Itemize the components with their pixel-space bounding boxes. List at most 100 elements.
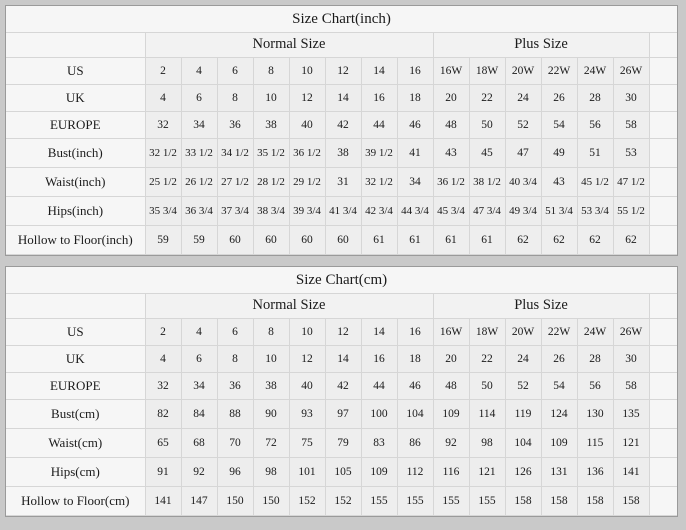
table-cell: 88 xyxy=(216,399,254,429)
table-cell: 61 xyxy=(432,225,470,255)
table-cell: 48 xyxy=(432,111,470,139)
table-cell: 84 xyxy=(180,399,218,429)
table-cell: 150 xyxy=(216,486,254,516)
table-cell: 47 1/2 xyxy=(612,167,650,197)
group-header-plus-size: Plus Size xyxy=(432,293,650,319)
table-cell: 104 xyxy=(504,428,542,458)
table-cell: 32 xyxy=(144,372,182,400)
table-row: Hips(cm) 91 92 96 98 101 105 109 112 116 121 126 131… xyxy=(6,457,677,487)
table-cell: 130 xyxy=(576,399,614,429)
row-pad xyxy=(648,457,677,487)
table-cell: 10 xyxy=(288,57,326,85)
table-cell: 61 xyxy=(360,225,398,255)
table-cell: 50 xyxy=(468,111,506,139)
table-cell: 60 xyxy=(216,225,254,255)
table-cell: 10 xyxy=(252,84,290,112)
table-cell: 30 xyxy=(612,84,650,112)
table-cell: 25 1/2 xyxy=(144,167,182,197)
table-cell: 37 3/4 xyxy=(216,196,254,226)
table-cell: 20W xyxy=(504,57,542,85)
table-cell: 14 xyxy=(360,57,398,85)
chart-title: Size Chart(cm) xyxy=(6,267,677,294)
table-cell: 82 xyxy=(144,399,182,429)
table-cell: 10 xyxy=(252,345,290,373)
table-cell: 147 xyxy=(180,486,218,516)
table-cell: 44 xyxy=(360,111,398,139)
table-row: UK 4 6 8 10 12 14 16 18 20 22 24 26 28 30 xyxy=(6,345,677,373)
table-cell: 39 3/4 xyxy=(288,196,326,226)
row-label: UK xyxy=(6,84,146,112)
table-cell: 59 xyxy=(180,225,218,255)
table-cell: 104 xyxy=(396,399,434,429)
table-cell: 45 3/4 xyxy=(432,196,470,226)
table-cell: 2 xyxy=(144,57,182,85)
table-cell: 24 xyxy=(504,345,542,373)
table-cell: 12 xyxy=(288,345,326,373)
table-cell: 86 xyxy=(396,428,434,458)
table-cell: 18W xyxy=(468,318,506,346)
table-cell: 45 xyxy=(468,138,506,168)
table-cell: 4 xyxy=(180,318,218,346)
table-cell: 72 xyxy=(252,428,290,458)
table-cell: 48 xyxy=(432,372,470,400)
table-cell: 92 xyxy=(432,428,470,458)
table-cell: 52 xyxy=(504,111,542,139)
table-cell: 24W xyxy=(576,57,614,85)
table-cell: 34 xyxy=(180,372,218,400)
table-cell: 42 xyxy=(324,111,362,139)
table-cell: 141 xyxy=(612,457,650,487)
row-label: Hips(inch) xyxy=(6,196,146,226)
table-cell: 119 xyxy=(504,399,542,429)
table-cell: 109 xyxy=(540,428,578,458)
table-cell: 53 3/4 xyxy=(576,196,614,226)
row-label: Waist(cm) xyxy=(6,428,146,458)
group-header-pad xyxy=(648,32,677,58)
row-pad xyxy=(648,428,677,458)
table-cell: 62 xyxy=(576,225,614,255)
table-cell: 29 1/2 xyxy=(288,167,326,197)
table-cell: 35 1/2 xyxy=(252,138,290,168)
row-pad xyxy=(648,167,677,197)
table-cell: 58 xyxy=(612,111,650,139)
table-cell: 24 xyxy=(504,84,542,112)
table-cell: 8 xyxy=(252,57,290,85)
group-header-pad xyxy=(648,293,677,319)
table-cell: 4 xyxy=(144,345,182,373)
table-cell: 26 xyxy=(540,345,578,373)
table-cell: 114 xyxy=(468,399,506,429)
table-cell: 6 xyxy=(216,318,254,346)
table-cell: 26W xyxy=(612,318,650,346)
table-row: Hollow to Floor(cm) 141 147 150 150 152 152 155… xyxy=(6,486,677,516)
table-cell: 100 xyxy=(360,399,398,429)
table-cell: 2 xyxy=(144,318,182,346)
table-cell: 92 xyxy=(180,457,218,487)
table-cell: 97 xyxy=(324,399,362,429)
row-pad xyxy=(648,372,677,400)
table-cell: 155 xyxy=(432,486,470,516)
table-cell: 28 xyxy=(576,84,614,112)
row-pad xyxy=(648,345,677,373)
table-cell: 44 xyxy=(360,372,398,400)
table-cell: 56 xyxy=(576,111,614,139)
row-label: US xyxy=(6,57,146,85)
table-cell: 6 xyxy=(180,84,218,112)
table-cell: 158 xyxy=(576,486,614,516)
table-row: Bust(inch) 32 1/2 33 1/2 34 1/2 35 1/2 36 1/2… xyxy=(6,138,677,168)
table-cell: 14 xyxy=(324,345,362,373)
table-cell: 141 xyxy=(144,486,182,516)
group-header-normal-size: Normal Size xyxy=(144,32,434,58)
row-pad xyxy=(648,57,677,85)
table-cell: 26W xyxy=(612,57,650,85)
table-cell: 40 xyxy=(288,372,326,400)
table-cell: 41 3/4 xyxy=(324,196,362,226)
table-cell: 32 xyxy=(144,111,182,139)
table-cell: 105 xyxy=(324,457,362,487)
table-cell: 33 1/2 xyxy=(180,138,218,168)
table-cell: 47 xyxy=(504,138,542,168)
table-cell: 60 xyxy=(324,225,362,255)
table-row: Bust(cm) 82 84 88 90 93 97 100 104 109 114 119 124 13… xyxy=(6,399,677,429)
table-cell: 16 xyxy=(396,318,434,346)
table-row: Hollow to Floor(inch) 59 59 60 60 60 60 61 61 61 6… xyxy=(6,225,677,255)
table-cell: 6 xyxy=(180,345,218,373)
